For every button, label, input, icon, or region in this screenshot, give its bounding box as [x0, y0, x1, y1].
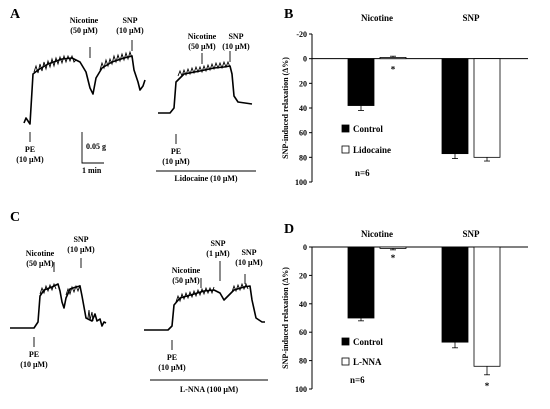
nicotine-conc-a2: (50 μM) [188, 42, 216, 51]
snp-mid-conc-c2: (1 μM) [206, 249, 230, 258]
y-axis-label: SNP-induced relaxation (Δ%) [281, 57, 290, 159]
significance-mark: * [391, 253, 396, 263]
y-tick-label: 40 [299, 104, 307, 113]
bar [347, 58, 375, 106]
legend-label: L-NNA [353, 357, 382, 367]
trace-c-control [10, 283, 107, 329]
legend-swatch [341, 145, 350, 154]
panel-label-b: B [284, 7, 293, 22]
nicotine-conc-a1: (50 μM) [70, 26, 98, 35]
snp-label-c1: SNP [73, 235, 88, 244]
bar [441, 58, 469, 155]
pe-label-a2: PE [171, 147, 181, 156]
panel-label-a: A [10, 7, 21, 22]
trace-a-lidocaine [158, 65, 253, 114]
bar [379, 246, 407, 249]
trace-c-lnna-noise [175, 282, 249, 303]
significance-mark: * [485, 381, 490, 391]
y-tick-label: 60 [299, 129, 307, 138]
category-label: SNP [462, 229, 480, 239]
y-tick-label: 0 [303, 243, 307, 252]
bar [473, 246, 501, 367]
nicotine-label-a1: Nicotine [70, 16, 99, 25]
y-tick-label: 80 [299, 153, 307, 162]
category-label: Nicotine [361, 13, 393, 23]
category-label: SNP [462, 13, 480, 23]
scale-bar [81, 132, 104, 164]
snp-conc-a2: (10 μM) [222, 42, 250, 51]
panel-label-d: D [284, 222, 294, 237]
pe-label-c2: PE [167, 353, 177, 362]
scale-time-label: 1 min [82, 166, 102, 175]
n-annotation: n=6 [355, 168, 370, 178]
nicotine-label-c1: Nicotine [26, 249, 55, 258]
category-label: Nicotine [361, 229, 393, 239]
trace-a-lidocaine-noise [177, 60, 231, 78]
bar [473, 58, 501, 158]
trace-c-lnna [144, 285, 265, 331]
pe-conc-a2: (10 μM) [162, 157, 190, 166]
legend-label: Lidocaine [353, 145, 391, 155]
y-tick-label: 40 [299, 300, 307, 309]
nicotine-label-a2: Nicotine [188, 32, 217, 41]
y-tick-label: 0 [303, 55, 307, 64]
bar [441, 246, 469, 343]
y-axis-label: SNP-induced relaxation (Δ%) [281, 267, 290, 369]
pe-label-c1: PE [29, 350, 39, 359]
significance-mark: * [391, 65, 396, 75]
y-tick-label: -20 [296, 30, 307, 39]
snp-mid-label-c2: SNP [210, 239, 225, 248]
y-tick-label: 80 [299, 357, 307, 366]
n-annotation: n=6 [350, 375, 365, 385]
scale-force-label: 0.05 g [86, 142, 106, 151]
y-tick-label: 100 [295, 385, 307, 394]
treatment-label-a: Lidocaine (10 μM) [174, 174, 238, 183]
pe-conc-a1: (10 μM) [16, 155, 44, 164]
nicotine-conc-c2: (50 μM) [172, 276, 200, 285]
panel-label-c: C [10, 210, 20, 225]
legend-swatch [341, 124, 350, 133]
pe-label-a1: PE [25, 145, 35, 154]
bar-chart-b: -20 0 20 40 60 80 100 SNP-induced relaxation (Δ… [281, 13, 528, 187]
legend-swatch [341, 357, 350, 366]
snp-conc-a1: (10 μM) [116, 26, 144, 35]
y-tick-label: 60 [299, 328, 307, 337]
nicotine-label-c2: Nicotine [172, 266, 201, 275]
legend-label: Control [353, 124, 383, 134]
snp-label-c2: SNP [241, 248, 256, 257]
y-tick-label: 20 [299, 271, 307, 280]
trace-a-control-noise [33, 50, 133, 74]
trace-c-control-noise [39, 282, 94, 322]
legend-label: Control [353, 337, 383, 347]
bar [379, 57, 407, 60]
snp-label-a1: SNP [122, 16, 137, 25]
treatment-label-c: L-NNA (100 μM) [180, 385, 239, 394]
legend-swatch [341, 337, 350, 346]
bar [347, 246, 375, 319]
snp-label-a2: SNP [228, 32, 243, 41]
pe-conc-c1: (10 μM) [20, 360, 48, 369]
y-tick-label: 100 [295, 178, 307, 187]
pe-conc-c2: (10 μM) [158, 363, 186, 372]
nicotine-conc-c1: (50 μM) [26, 259, 54, 268]
y-tick-label: 20 [299, 79, 307, 88]
snp-conc-c2: (10 μM) [235, 258, 263, 267]
snp-conc-c1: (10 μM) [67, 245, 95, 254]
trace-a-control [23, 55, 146, 125]
bar-chart-d: 0 20 40 60 80 100 SNP-induced relaxation (Δ%) N… [281, 229, 528, 394]
